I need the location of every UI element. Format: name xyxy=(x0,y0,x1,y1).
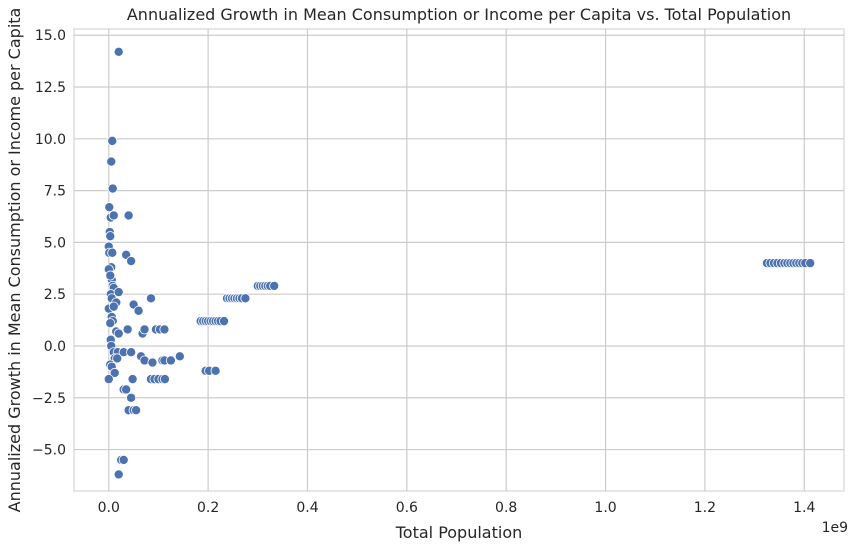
data-point xyxy=(113,287,124,298)
data-point xyxy=(165,355,176,366)
data-point xyxy=(123,210,134,221)
data-point xyxy=(105,318,116,329)
y-tick-label: −2.5 xyxy=(32,391,66,407)
chart-title: Annualized Growth in Mean Consumption or… xyxy=(127,5,791,24)
data-point xyxy=(159,324,170,335)
x-tick-label: 1.0 xyxy=(594,500,616,516)
data-point xyxy=(219,316,230,327)
data-point xyxy=(113,328,124,339)
data-point xyxy=(112,353,123,364)
data-point xyxy=(106,156,117,167)
data-point xyxy=(113,46,124,57)
data-point xyxy=(122,324,133,335)
y-tick-label: −5.0 xyxy=(32,443,66,459)
data-point xyxy=(174,351,185,362)
y-tick-label: 0.0 xyxy=(44,339,66,355)
x-tick-label: 0.8 xyxy=(495,500,517,516)
y-tick-label: 10.0 xyxy=(35,132,66,148)
data-point xyxy=(133,305,144,316)
grid-lines xyxy=(74,29,844,491)
data-point xyxy=(139,324,150,335)
data-points xyxy=(103,46,816,480)
data-point xyxy=(126,347,137,358)
tick-labels: 0.0 0.2 0.4 0.6 0.8 1.0 1.2 1.4 −5.0 −2.5 0.0 2.5 5.… xyxy=(32,28,815,516)
data-point xyxy=(107,247,118,258)
y-tick-label: 15.0 xyxy=(35,28,66,44)
data-point xyxy=(104,202,115,213)
x-tick-label: 1.2 xyxy=(694,500,716,516)
x-axis-offset-label: 1e9 xyxy=(822,520,848,536)
data-point xyxy=(159,374,170,385)
y-tick-label: 7.5 xyxy=(44,184,66,200)
data-point xyxy=(147,357,158,368)
data-point xyxy=(269,280,280,291)
y-tick-label: 2.5 xyxy=(44,287,66,303)
data-point xyxy=(108,210,119,221)
y-axis-label: Annualized Growth in Mean Consumption or… xyxy=(5,8,24,513)
y-tick-label: 5.0 xyxy=(44,235,66,251)
data-point xyxy=(108,301,119,312)
x-tick-label: 0.2 xyxy=(197,500,219,516)
data-point xyxy=(107,135,118,146)
data-point xyxy=(109,367,120,378)
data-point xyxy=(107,183,118,194)
data-point xyxy=(127,374,138,385)
data-point xyxy=(121,384,132,395)
data-point xyxy=(126,392,137,403)
x-tick-label: 0.0 xyxy=(98,500,120,516)
data-point xyxy=(118,454,129,465)
data-point xyxy=(210,365,221,376)
data-point xyxy=(240,293,251,304)
data-point xyxy=(105,270,116,281)
x-tick-label: 0.4 xyxy=(296,500,318,516)
data-point xyxy=(103,374,114,385)
data-point xyxy=(145,293,156,304)
x-tick-label: 0.6 xyxy=(396,500,418,516)
data-point xyxy=(105,231,116,242)
data-point xyxy=(131,405,142,416)
y-tick-label: 12.5 xyxy=(35,80,66,96)
x-axis-label: Total Population xyxy=(395,523,523,542)
x-tick-label: 1.4 xyxy=(793,500,815,516)
data-point xyxy=(113,469,124,480)
data-point xyxy=(805,258,816,269)
data-point xyxy=(126,256,137,267)
plot-frame xyxy=(73,28,845,492)
